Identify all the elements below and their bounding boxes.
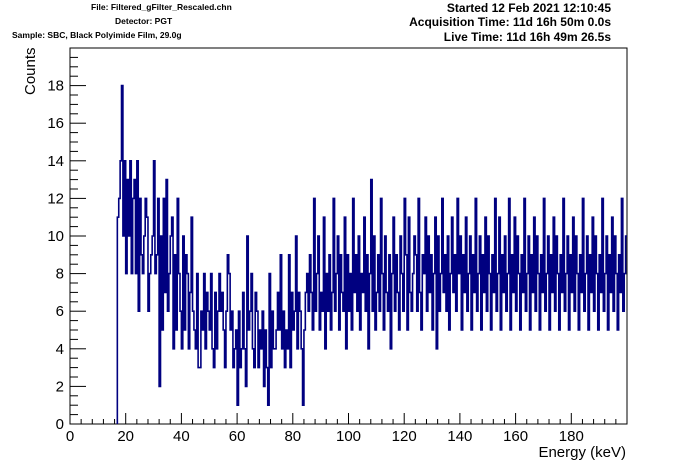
live-time: Live Time: 11d 16h 49m 26.5s bbox=[443, 30, 611, 44]
y-tick-label: 12 bbox=[47, 190, 64, 207]
x-tick-label: 60 bbox=[229, 428, 246, 445]
x-tick-label: 80 bbox=[284, 428, 301, 445]
file-name: File: Filtered_gFilter_Rescaled.chn bbox=[91, 2, 232, 12]
y-axis: 0 2 4 6 8 10 12 14 16 18 bbox=[47, 56, 86, 433]
y-tick-label: 18 bbox=[47, 78, 64, 95]
y-tick-label: 0 bbox=[56, 416, 64, 433]
detector-name: Detector: PGT bbox=[115, 16, 173, 26]
x-tick-label: 140 bbox=[447, 428, 472, 445]
y-tick-label: 4 bbox=[56, 341, 64, 358]
y-axis-title: Counts bbox=[22, 47, 39, 95]
x-tick-label: 180 bbox=[559, 428, 584, 445]
y-tick-label: 8 bbox=[56, 266, 64, 283]
x-tick-label: 20 bbox=[117, 428, 134, 445]
y-tick-label: 6 bbox=[56, 303, 64, 320]
x-tick-label: 0 bbox=[66, 428, 74, 445]
start-time: Started 12 Feb 2021 12:10:45 bbox=[446, 1, 611, 15]
y-tick-label: 16 bbox=[47, 115, 64, 132]
x-tick-label: 40 bbox=[173, 428, 190, 445]
x-axis: 0 20 40 60 80 100 120 140 160 180 bbox=[66, 413, 617, 445]
x-tick-label: 160 bbox=[503, 428, 528, 445]
x-tick-label: 100 bbox=[336, 428, 361, 445]
x-axis-title: Energy (keV) bbox=[538, 444, 626, 461]
acquisition-time: Acquisition Time: 11d 16h 50m 0.0s bbox=[409, 15, 611, 29]
y-tick-label: 10 bbox=[47, 228, 64, 245]
y-tick-label: 14 bbox=[47, 153, 64, 170]
histogram-series bbox=[116, 84, 627, 424]
sample-description: Sample: SBC, Black Polyimide Film, 29.0g bbox=[12, 30, 182, 40]
y-tick-label: 2 bbox=[56, 378, 64, 395]
x-tick-label: 120 bbox=[392, 428, 417, 445]
